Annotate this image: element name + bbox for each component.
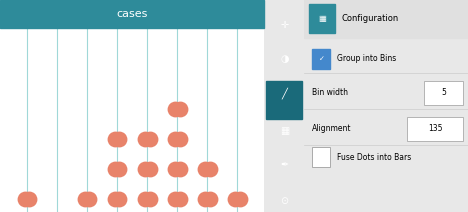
Point bbox=[86, 197, 93, 200]
Point bbox=[176, 137, 183, 141]
Point bbox=[236, 197, 243, 200]
Point bbox=[146, 137, 154, 141]
Text: ▦: ▦ bbox=[318, 14, 326, 23]
Point bbox=[176, 167, 183, 170]
Point bbox=[111, 167, 118, 170]
Text: ⊙: ⊙ bbox=[280, 196, 288, 206]
Point bbox=[206, 167, 213, 170]
Point bbox=[171, 108, 179, 111]
Point bbox=[171, 167, 179, 170]
Point bbox=[146, 197, 154, 200]
FancyBboxPatch shape bbox=[309, 4, 335, 33]
Text: ◑: ◑ bbox=[280, 54, 289, 64]
FancyBboxPatch shape bbox=[312, 147, 330, 167]
Text: cases: cases bbox=[117, 9, 148, 19]
FancyBboxPatch shape bbox=[304, 0, 468, 38]
Point bbox=[201, 167, 209, 170]
Point bbox=[141, 137, 149, 141]
Point bbox=[81, 197, 88, 200]
Point bbox=[141, 197, 149, 200]
Text: Configuration: Configuration bbox=[342, 14, 399, 23]
Text: ✓: ✓ bbox=[318, 56, 324, 62]
Point bbox=[176, 197, 183, 200]
FancyBboxPatch shape bbox=[266, 81, 302, 119]
Text: ✛: ✛ bbox=[280, 20, 288, 31]
Point bbox=[116, 137, 123, 141]
FancyBboxPatch shape bbox=[424, 81, 463, 105]
Point bbox=[171, 197, 179, 200]
Point bbox=[116, 197, 123, 200]
Point bbox=[116, 167, 123, 170]
Point bbox=[171, 137, 179, 141]
Point bbox=[111, 137, 118, 141]
Point bbox=[146, 167, 154, 170]
Text: Fuse Dots into Bars: Fuse Dots into Bars bbox=[337, 153, 411, 162]
Text: 135: 135 bbox=[428, 124, 442, 133]
Point bbox=[176, 108, 183, 111]
Text: Alignment: Alignment bbox=[312, 124, 352, 133]
Point bbox=[231, 197, 239, 200]
Point bbox=[21, 197, 29, 200]
Point bbox=[111, 197, 118, 200]
Text: ▦: ▦ bbox=[280, 126, 289, 137]
Text: ✒: ✒ bbox=[280, 160, 288, 170]
FancyBboxPatch shape bbox=[407, 117, 463, 141]
Text: Group into Bins: Group into Bins bbox=[337, 54, 396, 63]
Point bbox=[141, 167, 149, 170]
Point bbox=[26, 197, 33, 200]
Text: Bin width: Bin width bbox=[312, 88, 348, 97]
Text: 5: 5 bbox=[441, 88, 446, 97]
FancyBboxPatch shape bbox=[312, 49, 330, 69]
Point bbox=[201, 197, 209, 200]
Text: ╱: ╱ bbox=[281, 87, 287, 99]
FancyBboxPatch shape bbox=[0, 0, 264, 28]
Point bbox=[206, 197, 213, 200]
